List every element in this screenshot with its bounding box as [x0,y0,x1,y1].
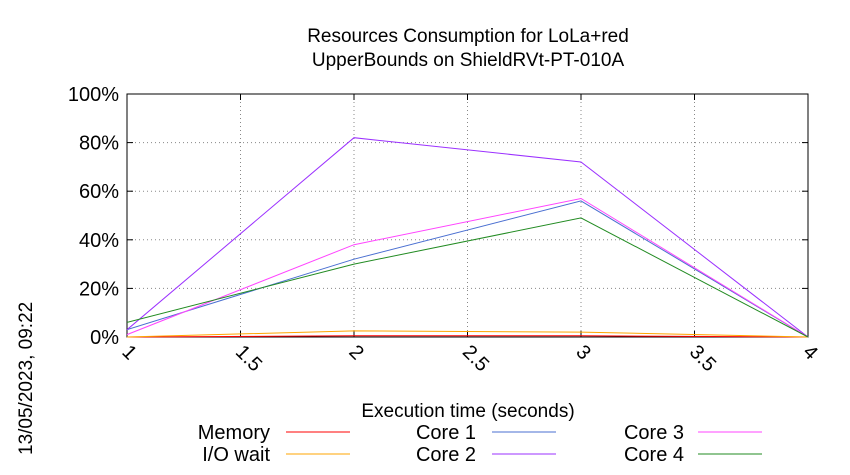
series-line-core-3 [126,197,809,338]
y-axis: 0% 20% 40% 60% 80% 100% [68,84,808,349]
chart-title-line-2: UpperBounds on ShieldRVt-PT-010A [312,50,625,71]
y-tick-label: 20% [79,278,119,300]
legend-label-core-2: Core 2 [416,444,476,466]
legend-label-core-3: Core 3 [624,422,684,444]
y-tick-label: 80% [79,133,119,155]
legend-label-core-1: Core 1 [416,422,476,444]
series-line-core-1 [126,200,809,338]
series-line-core-2 [126,137,809,338]
series-group [126,137,809,338]
chart-title-line-1: Resources Consumption for LoLa+red [307,26,629,47]
x-tick-label: 4 [798,341,821,364]
legend-label-core-4: Core 4 [624,444,684,466]
x-tick-label: 2 [344,341,367,364]
x-axis: 1 1.5 2 2.5 3 3.5 4 [117,94,822,376]
side-timestamp: 13/05/2023, 09:22 [16,302,37,455]
y-tick-label: 40% [79,230,119,252]
x-tick-label: 1 [117,341,140,364]
x-tick-label: 3 [571,341,594,364]
x-tick-label: 2.5 [458,341,493,376]
y-tick-label: 60% [79,181,119,203]
series-line-i-o-wait [126,330,809,338]
x-axis-label: Execution time (seconds) [361,401,574,422]
legend-label-i-o-wait: I/O wait [202,444,270,466]
grid [127,94,808,337]
series-line-core-4 [126,217,809,338]
x-tick-label: 3.5 [685,341,720,376]
legend-label-memory: Memory [198,422,270,444]
x-tick-label: 1.5 [231,341,266,376]
series-line-memory [126,335,809,338]
y-tick-label: 0% [90,327,119,349]
y-tick-label: 100% [68,84,119,106]
